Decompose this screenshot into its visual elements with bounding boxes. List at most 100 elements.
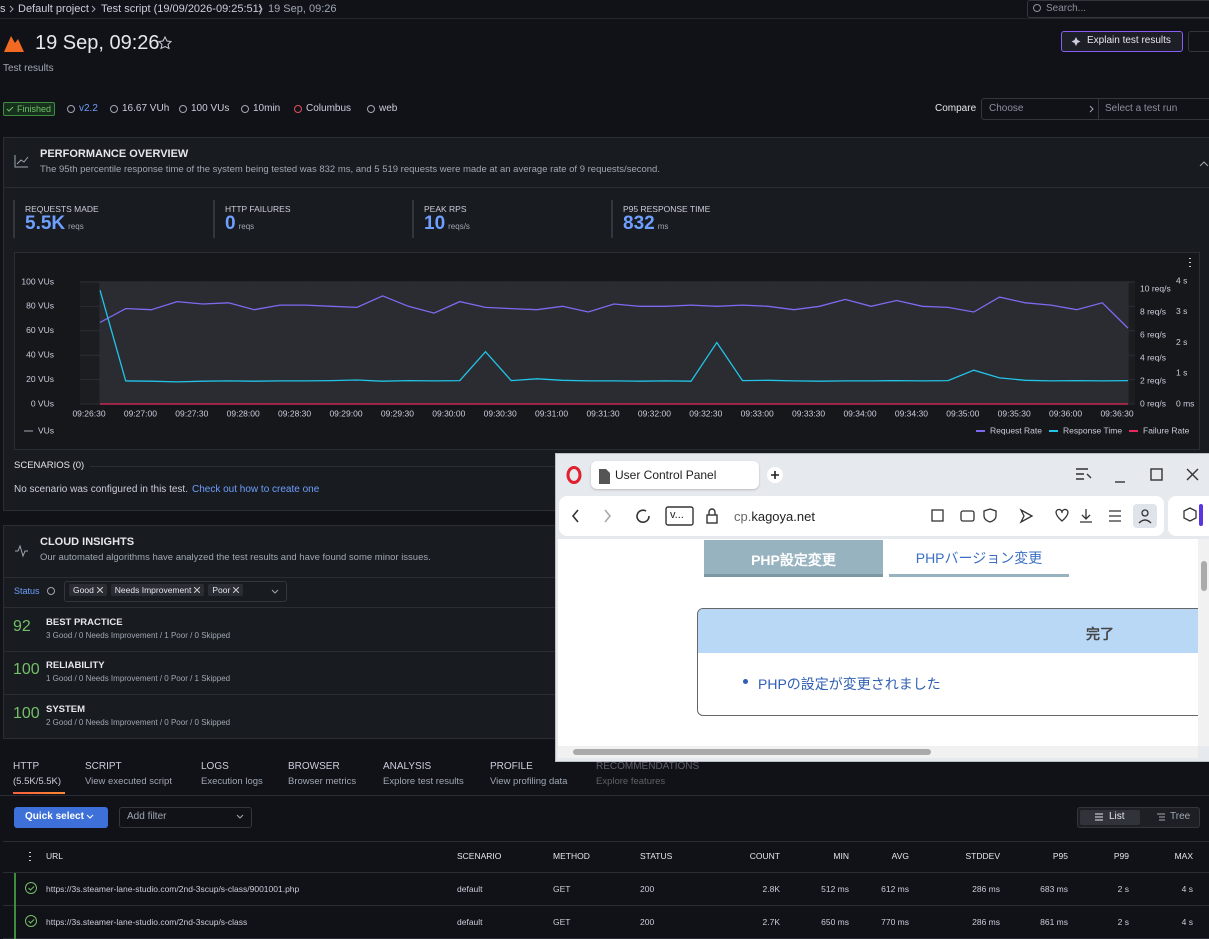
browser-tab-title[interactable]: User Control Panel xyxy=(615,468,717,482)
filter-placeholder[interactable]: Add filter xyxy=(127,811,167,822)
compare-label: Compare xyxy=(935,103,977,114)
table-cell: https://3s.steamer-lane-studio.com/2nd-3… xyxy=(46,884,300,894)
column-header[interactable]: SCENARIO xyxy=(457,851,502,861)
tab-title[interactable]: LOGS xyxy=(201,761,229,772)
table-cell: 286 ms xyxy=(972,917,1000,927)
y3-tick-label: 2 s xyxy=(1176,337,1187,347)
insights-title: CLOUD INSIGHTS xyxy=(40,536,135,548)
chip-remove[interactable] xyxy=(96,587,103,593)
php-tab-label[interactable]: PHPバージョン変更 xyxy=(915,550,1043,566)
breadcrumb-item[interactable]: Default project xyxy=(18,3,89,15)
series-line xyxy=(99,295,1129,329)
php-tab-active[interactable] xyxy=(704,540,883,577)
scenarios-title: SCENARIOS (0) xyxy=(14,460,85,471)
x-tick-label: 09:26:30 xyxy=(72,408,105,418)
x-tick-label: 09:27:30 xyxy=(175,408,208,418)
metric-unit: ms xyxy=(657,222,669,231)
insight-name[interactable]: SYSTEM xyxy=(46,704,86,715)
breadcrumb-separator xyxy=(258,5,263,13)
chip-remove[interactable] xyxy=(233,587,240,593)
tab-title[interactable]: BROWSER xyxy=(288,761,340,772)
chip[interactable]: Good xyxy=(69,584,107,596)
filter-box[interactable] xyxy=(119,807,252,828)
vus-area xyxy=(100,282,1128,404)
column-header[interactable]: P95 xyxy=(1052,851,1068,861)
metric-value: 832 xyxy=(623,213,655,234)
column-header[interactable]: METHOD xyxy=(553,851,590,861)
tab-title[interactable]: PROFILE xyxy=(490,761,533,772)
result-message: PHPの設定が変更されました xyxy=(758,676,941,692)
section-title: PERFORMANCE OVERVIEW xyxy=(40,148,189,160)
php-tab[interactable] xyxy=(889,540,1069,577)
more-button[interactable] xyxy=(1188,31,1209,52)
search-box[interactable] xyxy=(1027,0,1209,18)
table-cell: GET xyxy=(553,884,571,894)
compare-select[interactable] xyxy=(1098,98,1209,120)
page-title: 19 Sep, 09:26 xyxy=(35,32,160,54)
chip-remove[interactable] xyxy=(194,587,201,593)
legend-label: Failure Rate xyxy=(1143,425,1190,435)
table-cell: 2.7K xyxy=(762,917,781,927)
insights-description: Our automated algorithms have analyzed t… xyxy=(40,552,431,563)
column-header[interactable]: STDDEV xyxy=(965,851,1000,861)
php-tab-label[interactable]: PHP設定変更 xyxy=(751,552,836,568)
explain-button[interactable] xyxy=(1061,31,1183,52)
tab-underline xyxy=(13,792,65,794)
view-option[interactable]: Tree xyxy=(1170,811,1191,822)
filter-label: Status xyxy=(14,586,40,596)
table-cell: 861 ms xyxy=(1040,917,1068,927)
insight-name[interactable]: BEST PRACTICE xyxy=(46,617,123,628)
meta-icon xyxy=(241,105,249,113)
breadcrumb-item[interactable]: Test script (19/09/2026-09:25:51) xyxy=(101,3,263,15)
metric-unit: reqs xyxy=(238,222,255,231)
column-header[interactable]: AVG xyxy=(891,851,909,861)
chevron xyxy=(86,814,94,819)
tab-title[interactable]: ANALYSIS xyxy=(383,761,432,772)
column-header[interactable]: MIN xyxy=(833,851,849,861)
chevron xyxy=(1089,105,1094,113)
row-accent xyxy=(14,873,16,939)
quick-select-label[interactable]: Quick select xyxy=(25,811,84,822)
metric-value-row: 832 ms xyxy=(623,213,668,235)
column-header[interactable]: URL xyxy=(46,851,64,861)
x-tick-label: 09:29:00 xyxy=(329,408,362,418)
insight-name[interactable]: RELIABILITY xyxy=(46,660,105,671)
chip[interactable]: Needs Improvement xyxy=(110,584,205,596)
column-header[interactable]: STATUS xyxy=(640,851,673,861)
tabs-rule xyxy=(0,795,1209,796)
breadcrumb-item[interactable]: s xyxy=(0,3,6,15)
x-tick-label: 09:32:30 xyxy=(689,408,722,418)
column-header[interactable]: P99 xyxy=(1113,851,1129,861)
column-header[interactable]: COUNT xyxy=(749,851,780,861)
browser-tab[interactable] xyxy=(591,461,759,489)
x-tick-label: 09:32:00 xyxy=(638,408,671,418)
x-tick-label: 09:30:30 xyxy=(484,408,517,418)
table-rule xyxy=(3,872,1209,873)
chip[interactable]: Poor xyxy=(208,584,244,596)
y2-tick-label: 6 req/s xyxy=(1140,329,1166,339)
column-header[interactable]: MAX xyxy=(1174,851,1193,861)
table-cell: 2 s xyxy=(1117,884,1129,894)
view-option[interactable]: List xyxy=(1109,811,1125,822)
address-button-text[interactable]: v... xyxy=(670,509,684,521)
breadcrumb-separator xyxy=(9,5,14,13)
tab-title[interactable]: SCRIPT xyxy=(85,761,122,772)
table-cell: 612 ms xyxy=(881,884,909,894)
table-cell: 650 ms xyxy=(821,917,849,927)
table-cell: 683 ms xyxy=(1040,884,1068,894)
explain-label[interactable]: Explain test results xyxy=(1087,35,1171,46)
logo xyxy=(4,36,24,52)
x-tick-label: 09:28:30 xyxy=(278,408,311,418)
table-cell: 200 xyxy=(640,884,655,894)
chip-box[interactable] xyxy=(64,581,287,602)
quick-select-button[interactable] xyxy=(14,807,108,828)
result-header xyxy=(698,609,1198,653)
h-scrollbar xyxy=(558,746,1198,758)
table-rule xyxy=(3,841,1209,842)
y-tick-label: 40 VUs xyxy=(26,349,54,359)
metric-unit: reqs xyxy=(68,222,84,231)
tab-title[interactable]: HTTP xyxy=(13,761,40,772)
tab-subtitle: Explore features xyxy=(596,776,666,787)
tab-title[interactable]: RECOMMENDATIONS xyxy=(596,761,700,772)
table-cell: 4 s xyxy=(1181,884,1193,894)
